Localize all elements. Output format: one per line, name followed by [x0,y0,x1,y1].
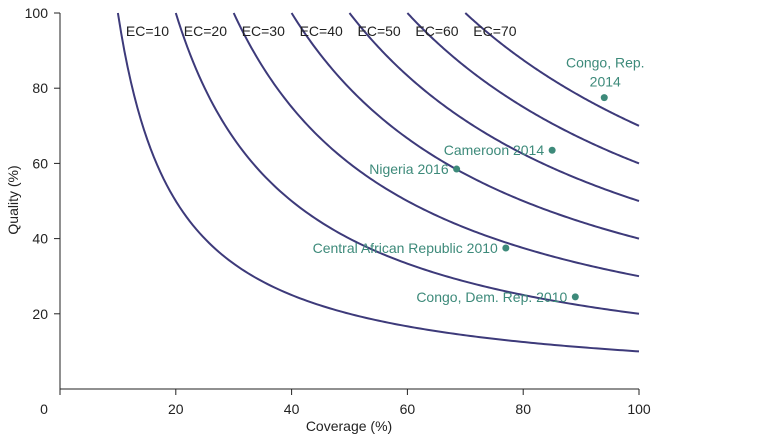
ec-curve-10 [116,12,640,353]
ec-curves [116,12,640,353]
x-tick-label: 40 [284,401,300,417]
data-point [600,94,608,102]
ec-label-60: EC=60 [415,23,458,39]
ec-label-50: EC=50 [358,23,401,39]
x-tick-label: 20 [168,401,184,417]
data-point-label: Congo, Dem. Rep. 2010 [416,289,567,305]
ec-labels: EC=10 EC=20 EC=30 EC=40 EC=50 EC=60 EC=70 [126,23,517,39]
x-tick-label: 100 [627,401,651,417]
y-tick-label: 20 [32,306,48,322]
y-tick-label: 40 [32,231,48,247]
data-point [571,293,579,301]
data-point [548,146,556,154]
data-point-label: Congo, Rep. 2014 [566,55,645,90]
y-tick-label: 100 [25,5,49,21]
data-point [453,165,461,173]
ec-label-10: EC=10 [126,23,169,39]
x-axis-title: Coverage (%) [306,418,392,434]
ec-label-70: EC=70 [473,23,516,39]
y-tick-label: 80 [32,80,48,96]
ticks: 0 20 40 60 80 100 20 40 60 80 100 [25,5,651,417]
data-point-label: Central African Republic 2010 [313,240,498,256]
data-point [502,244,510,252]
data-points: Congo, Rep. 2014 Cameroon 2014 Nigeria 2016… [313,55,645,305]
ec-curve-70 [464,12,640,127]
ec-label-30: EC=30 [242,23,285,39]
data-point-label: Nigeria 2016 [369,161,449,177]
ec-curve-30 [232,12,640,278]
data-point-label: Cameroon 2014 [444,142,545,158]
axes [59,13,639,390]
x-tick-label: 80 [515,401,531,417]
ec-curve-20 [174,12,640,315]
y-tick-label: 60 [32,155,48,171]
x-tick-label: 60 [400,401,416,417]
ec-curve-60 [406,12,640,165]
ec-label-20: EC=20 [184,23,227,39]
ec-curve-50 [348,12,640,202]
ec-curve-40 [290,12,640,240]
ec-label-40: EC=40 [300,23,343,39]
y-axis-title: Quality (%) [5,165,21,234]
x-tick-label: 0 [40,401,48,417]
